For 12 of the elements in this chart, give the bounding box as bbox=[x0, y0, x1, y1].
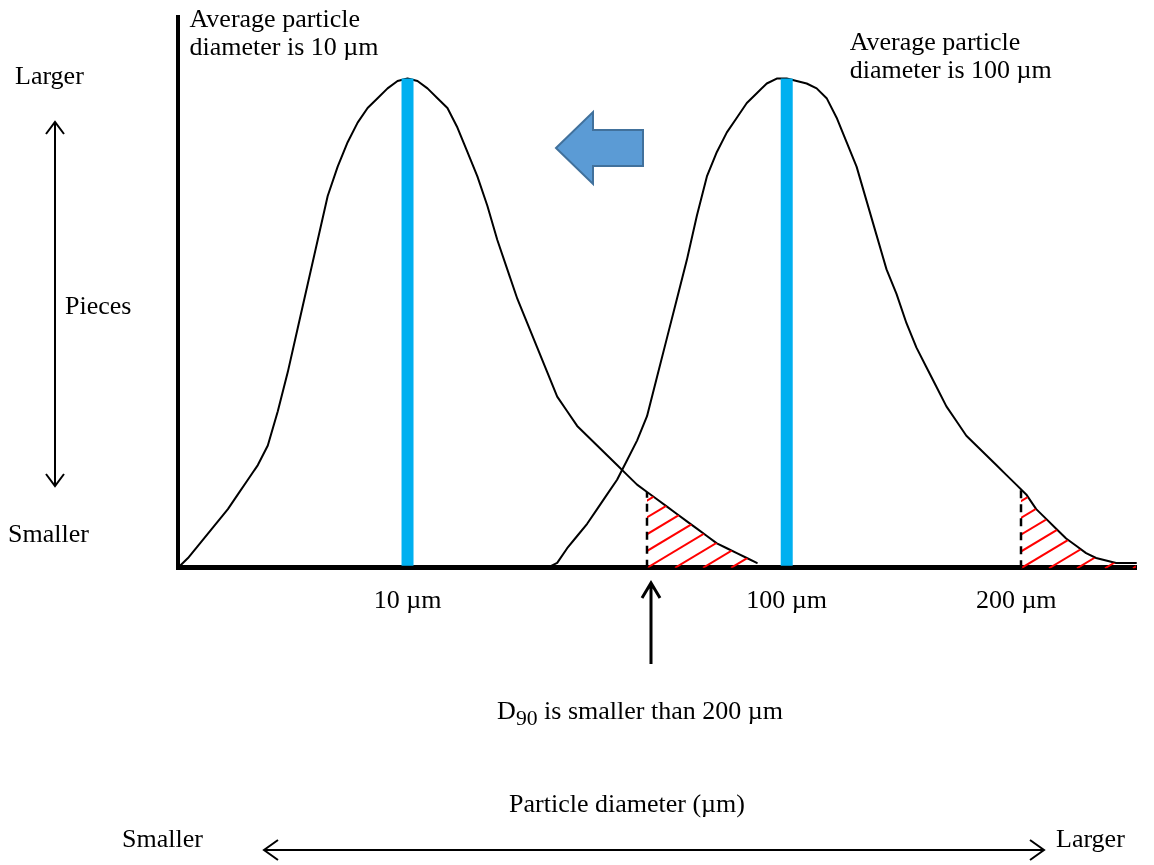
text: Smaller bbox=[122, 824, 203, 854]
text: Smaller bbox=[8, 519, 89, 549]
text: Larger bbox=[1056, 824, 1125, 854]
x-tick-label: 200 µm bbox=[975, 585, 1057, 615]
text: Larger bbox=[15, 61, 84, 91]
y-axis-title: Pieces bbox=[65, 291, 132, 321]
text: D$_{90}$ is smaller than 200 µm bbox=[496, 696, 784, 732]
text: Particle diameter (µm) bbox=[508, 789, 746, 819]
ref-line-label: Average particle diameter is 10 µm bbox=[189, 3, 380, 62]
ref-line-label: Average particle diameter is 100 µm bbox=[849, 26, 1053, 85]
x-tick-label: 10 µm bbox=[373, 585, 442, 615]
x-tick-label: 100 µm bbox=[746, 585, 828, 615]
